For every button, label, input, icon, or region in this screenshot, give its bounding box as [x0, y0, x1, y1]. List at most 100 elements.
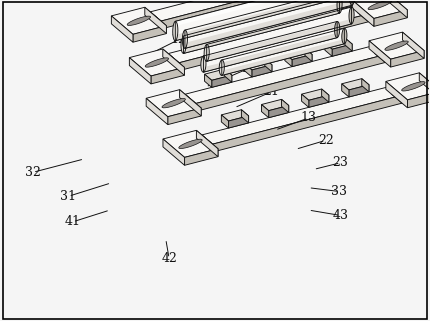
Polygon shape — [212, 75, 232, 87]
Polygon shape — [386, 82, 408, 108]
Text: 23: 23 — [333, 156, 349, 169]
Polygon shape — [352, 0, 374, 26]
Text: 13: 13 — [301, 111, 316, 125]
Text: 31: 31 — [60, 190, 77, 203]
Polygon shape — [129, 49, 184, 76]
Polygon shape — [328, 0, 335, 10]
Polygon shape — [203, 33, 337, 72]
Polygon shape — [195, 34, 215, 47]
Polygon shape — [205, 69, 232, 80]
Polygon shape — [145, 7, 166, 34]
Polygon shape — [325, 38, 352, 49]
Polygon shape — [185, 0, 352, 35]
Polygon shape — [349, 85, 369, 97]
Polygon shape — [180, 90, 201, 116]
Polygon shape — [145, 58, 169, 67]
Polygon shape — [185, 0, 352, 48]
Polygon shape — [305, 48, 312, 61]
Polygon shape — [222, 28, 344, 64]
Polygon shape — [301, 94, 309, 107]
Polygon shape — [204, 44, 209, 61]
Polygon shape — [362, 79, 369, 92]
Polygon shape — [205, 74, 212, 87]
Polygon shape — [391, 86, 402, 103]
Polygon shape — [385, 41, 408, 50]
Polygon shape — [315, 4, 335, 16]
Polygon shape — [235, 24, 255, 36]
Polygon shape — [185, 45, 385, 103]
Polygon shape — [184, 149, 218, 165]
Polygon shape — [127, 16, 150, 25]
Polygon shape — [275, 14, 295, 26]
Polygon shape — [402, 32, 424, 58]
Polygon shape — [133, 26, 166, 42]
Polygon shape — [185, 94, 196, 111]
Polygon shape — [248, 18, 255, 31]
Polygon shape — [261, 99, 289, 111]
Text: 43: 43 — [332, 209, 349, 222]
Polygon shape — [221, 115, 228, 128]
Polygon shape — [419, 73, 430, 99]
Polygon shape — [292, 55, 312, 67]
Text: 42: 42 — [161, 252, 177, 265]
Polygon shape — [207, 7, 352, 61]
Polygon shape — [301, 89, 329, 100]
Polygon shape — [335, 22, 340, 38]
Polygon shape — [369, 41, 390, 67]
Text: 21: 21 — [264, 85, 280, 98]
Polygon shape — [221, 110, 249, 121]
Polygon shape — [184, 0, 340, 40]
Polygon shape — [150, 0, 350, 21]
Polygon shape — [309, 95, 329, 107]
Polygon shape — [322, 89, 329, 102]
Polygon shape — [375, 45, 385, 63]
Polygon shape — [265, 59, 272, 72]
Polygon shape — [342, 28, 347, 44]
Polygon shape — [196, 55, 385, 111]
Text: 11: 11 — [240, 62, 256, 75]
Polygon shape — [168, 108, 201, 125]
Polygon shape — [252, 65, 272, 77]
Polygon shape — [245, 59, 272, 70]
Polygon shape — [162, 99, 185, 108]
Text: 33: 33 — [331, 185, 347, 198]
Polygon shape — [374, 10, 407, 26]
Polygon shape — [163, 49, 184, 75]
Polygon shape — [219, 60, 224, 75]
Polygon shape — [168, 5, 369, 63]
Polygon shape — [201, 56, 206, 72]
Polygon shape — [179, 14, 369, 71]
Polygon shape — [182, 30, 187, 48]
Polygon shape — [268, 13, 275, 26]
Polygon shape — [203, 22, 337, 72]
Polygon shape — [358, 5, 369, 22]
Polygon shape — [390, 50, 424, 67]
Polygon shape — [386, 73, 430, 100]
Polygon shape — [352, 0, 407, 19]
Polygon shape — [163, 130, 218, 157]
Polygon shape — [332, 44, 352, 56]
Polygon shape — [222, 28, 344, 75]
Polygon shape — [188, 28, 215, 39]
Polygon shape — [173, 22, 178, 41]
Polygon shape — [345, 38, 352, 51]
Polygon shape — [268, 8, 295, 19]
Polygon shape — [207, 19, 352, 61]
Polygon shape — [197, 130, 218, 157]
Polygon shape — [408, 91, 430, 108]
Polygon shape — [208, 28, 215, 41]
Polygon shape — [203, 22, 337, 60]
Polygon shape — [228, 116, 249, 128]
Polygon shape — [349, 7, 354, 24]
Polygon shape — [146, 90, 201, 117]
Polygon shape — [337, 0, 342, 13]
Polygon shape — [150, 12, 161, 29]
Polygon shape — [245, 64, 252, 77]
Text: 12: 12 — [171, 33, 187, 46]
Polygon shape — [308, 3, 315, 16]
Polygon shape — [146, 98, 168, 125]
Polygon shape — [207, 7, 352, 48]
Polygon shape — [350, 0, 355, 5]
Polygon shape — [163, 139, 184, 165]
Polygon shape — [402, 82, 425, 91]
